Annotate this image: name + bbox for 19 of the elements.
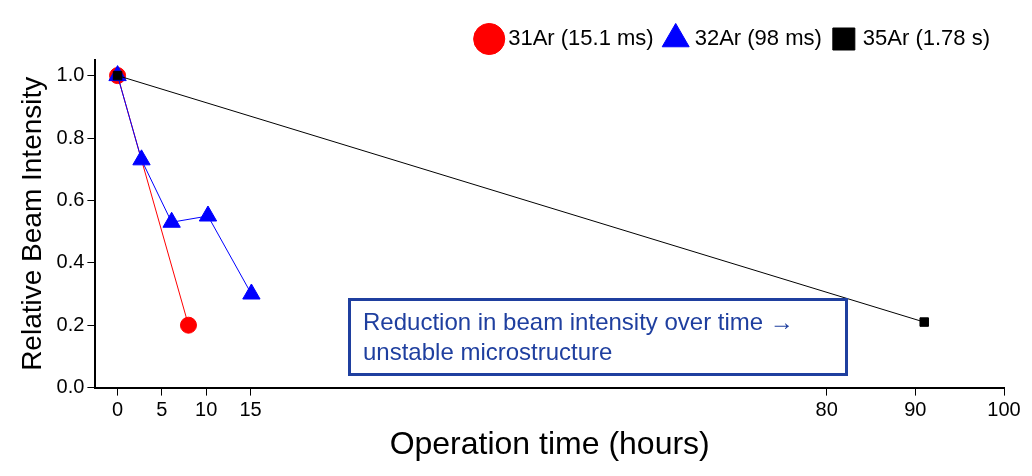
- y-tick-label: 0.4: [56, 250, 85, 273]
- x-tick-label: 5: [156, 398, 168, 421]
- x-tick-label: 100: [987, 398, 1021, 421]
- x-tick-label: 80: [815, 398, 838, 421]
- x-tick-label: 15: [239, 398, 262, 421]
- y-axis-title: Relative Beam Intensity: [15, 76, 47, 371]
- annotation: Reduction in beam intensity over time → unstable microstructure: [348, 298, 848, 376]
- x-tick-label: 0: [112, 398, 124, 421]
- legend-label: 35Ar (1.78 s): [862, 25, 991, 51]
- x-axis-title: Operation time (hours): [389, 424, 710, 461]
- y-tick-label: 0.0: [56, 375, 85, 398]
- legend-label: 32Ar (98 ms): [694, 25, 822, 51]
- y-tick-label: 0.8: [56, 125, 85, 148]
- y-tick-label: 1.0: [56, 63, 85, 86]
- x-tick-label: 90: [904, 398, 927, 421]
- y-tick-label: 0.2: [56, 312, 85, 335]
- legend-label: 31Ar (15.1 ms): [508, 25, 654, 51]
- y-tick-label: 0.6: [56, 187, 85, 210]
- x-tick-label: 10: [195, 398, 218, 421]
